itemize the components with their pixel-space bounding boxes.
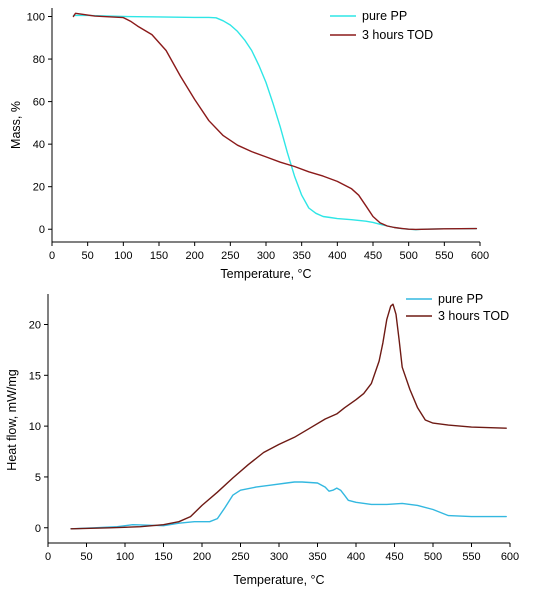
y-tick-label: 0	[39, 224, 45, 236]
x-tick-label: 550	[435, 250, 453, 262]
y-tick-label: 10	[29, 421, 41, 433]
x-axis-label: Temperature, °C	[233, 573, 324, 587]
x-tick-label: 50	[82, 250, 94, 262]
x-tick-label: 400	[347, 551, 365, 563]
legend: pure PP 3 hours TOD	[330, 9, 433, 42]
x-tick-label: 550	[462, 551, 480, 563]
y-tick-label: 20	[29, 319, 41, 331]
x-tick-marks: 0 50 100 150 200 250 300 350 400 450 500 550 600	[49, 242, 489, 262]
y-tick-label: 0	[35, 523, 41, 535]
x-tick-label: 350	[292, 250, 310, 262]
series-line-pure-pp	[70, 481, 507, 530]
y-tick-marks: 0 20 40 60 80 100	[27, 12, 52, 236]
y-tick-label: 20	[33, 182, 45, 194]
x-tick-label: 0	[45, 551, 51, 563]
y-tick-label: 40	[33, 139, 45, 151]
legend-label-tod: 3 hours TOD	[362, 28, 433, 42]
x-tick-label: 250	[221, 250, 239, 262]
x-tick-label: 300	[257, 250, 275, 262]
x-tick-label: 400	[328, 250, 346, 262]
y-axis-label: Heat flow, mW/mg	[5, 369, 19, 470]
legend-label-pure-pp: pure PP	[438, 292, 483, 306]
x-tick-label: 150	[154, 551, 172, 563]
x-tick-label: 450	[385, 551, 403, 563]
legend-label-pure-pp: pure PP	[362, 9, 407, 23]
x-tick-label: 500	[399, 250, 417, 262]
x-tick-label: 450	[364, 250, 382, 262]
series-line-tod	[70, 303, 507, 530]
x-tick-label: 600	[501, 551, 519, 563]
y-tick-label: 15	[29, 370, 41, 382]
x-tick-label: 150	[150, 250, 168, 262]
x-tick-label: 200	[185, 250, 203, 262]
x-axis-label: Temperature, °C	[220, 267, 311, 281]
series-line-tod	[72, 12, 478, 231]
legend: pure PP 3 hours TOD	[406, 292, 509, 323]
series-line-pure-pp	[72, 14, 478, 231]
heat-flow-chart: 0 50 100 150 200 250 300 350 400 450 500 550 600 0 5 1…	[5, 292, 519, 587]
x-tick-label: 50	[80, 551, 92, 563]
mass-chart: 0 50 100 150 200 250 300 350 400 450 500 550 600 0 20…	[9, 8, 489, 281]
series-lines	[72, 12, 478, 231]
y-tick-label: 5	[35, 472, 41, 484]
y-axis-label: Mass, %	[9, 101, 23, 149]
legend-label-tod: 3 hours TOD	[438, 309, 509, 323]
x-tick-label: 100	[114, 250, 132, 262]
y-tick-marks: 0 5 10 15 20	[29, 319, 48, 535]
x-tick-label: 500	[424, 551, 442, 563]
x-tick-label: 300	[270, 551, 288, 563]
y-tick-label: 100	[27, 12, 45, 24]
x-tick-label: 0	[49, 250, 55, 262]
series-lines	[70, 303, 507, 530]
x-tick-label: 100	[116, 551, 134, 563]
x-tick-label: 200	[193, 551, 211, 563]
y-tick-label: 60	[33, 97, 45, 109]
y-tick-label: 80	[33, 54, 45, 66]
x-tick-marks: 0 50 100 150 200 250 300 350 400 450 500 550 600	[45, 543, 519, 563]
x-tick-label: 600	[471, 250, 489, 262]
x-tick-label: 350	[308, 551, 326, 563]
x-tick-label: 250	[231, 551, 249, 563]
